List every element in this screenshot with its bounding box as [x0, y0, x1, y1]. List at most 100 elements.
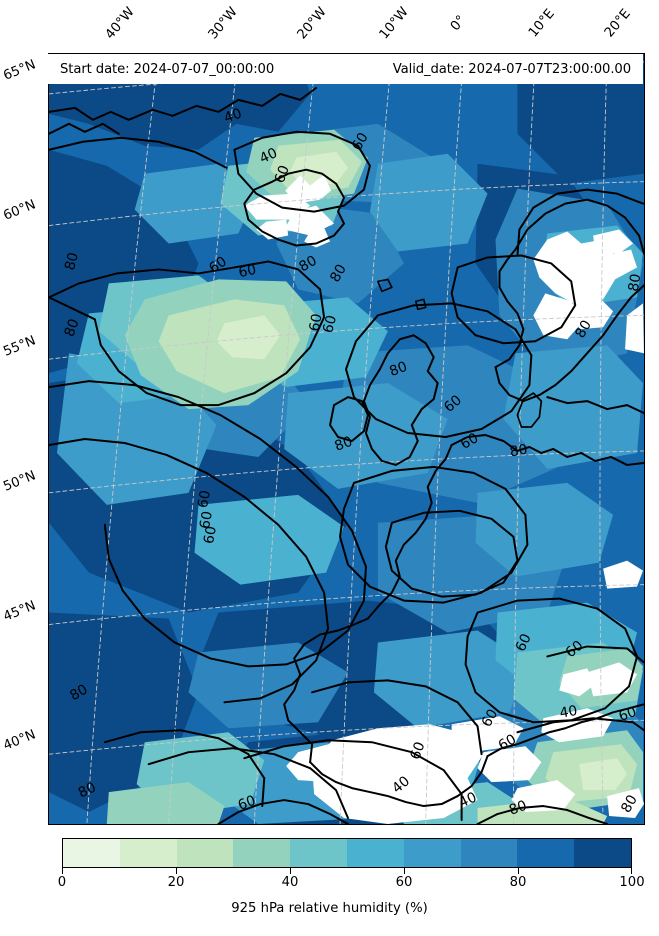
contour-line: [49, 314, 644, 360]
lon-tick-0deg: 0°: [447, 12, 470, 35]
contour-line: [311, 679, 483, 756]
contour-label-80: 80: [62, 251, 82, 272]
contour-line: [425, 54, 465, 824]
colorbar-ticks: 0 20 40 60 80 100: [58, 868, 645, 890]
contour-line: [516, 188, 644, 257]
contour-line: [49, 86, 318, 121]
colorbar-band-80-90: [517, 839, 575, 867]
contour-label-60: 60: [513, 631, 535, 654]
contour-label-60: 60: [320, 314, 340, 335]
rh-contour-band: [194, 494, 345, 585]
masked-terrain: [603, 560, 644, 589]
lat-tick-45degN: 45°N: [1, 598, 38, 625]
contour-label-60: 60: [201, 525, 220, 545]
contour-label-60: 60: [272, 163, 293, 185]
masked-iberia: [312, 724, 484, 824]
masked-norway: [533, 231, 638, 306]
rh-contour-band: [188, 642, 348, 729]
contour-line: [309, 755, 489, 808]
colorbar-tick-label: 100: [619, 875, 645, 890]
contour-label-80: 80: [333, 434, 355, 455]
masked-iberia: [451, 716, 524, 753]
masked-norway: [533, 293, 584, 340]
contour-label-60: 60: [407, 740, 428, 762]
contour-label-60: 60: [197, 510, 216, 530]
contour-label-60: 60: [307, 312, 326, 332]
title-strip: Start date: 2024-07-07_00:00:00 Valid_da…: [48, 54, 643, 84]
contour-line: [464, 597, 639, 724]
contour-line: [476, 805, 609, 824]
contour-label-40: 40: [222, 106, 244, 127]
contour-line: [486, 703, 644, 758]
colorbar-tick-label: 80: [509, 875, 527, 890]
colorbar[interactable]: [62, 838, 632, 868]
colorbar-tick-label: 0: [57, 875, 67, 890]
contour-line: [329, 396, 369, 442]
colorbar-band-30-40: [233, 839, 291, 867]
contour-line: [49, 380, 367, 668]
valid-date-label: Valid_date: 2024-07-07T23:00:00.00: [392, 61, 631, 77]
colorbar-tick-label: 40: [281, 875, 299, 890]
masked-iceland: [304, 227, 331, 248]
masked-norway: [573, 297, 614, 330]
contour-line: [49, 122, 120, 135]
contour-label-80: 80: [626, 273, 644, 293]
lat-tick-65degN: 65°N: [1, 57, 38, 84]
contour-label-80: 80: [387, 359, 409, 380]
colorbar-tick: [404, 868, 406, 874]
contour-line: [516, 392, 543, 428]
contour-label-40: 40: [257, 145, 280, 167]
map-axes[interactable]: 40 60 60 60 80 60 60 80 80 80 80 60 80 60 60 60 80 80 80 80…: [48, 53, 645, 825]
contour-line: [49, 181, 644, 227]
contour-label-60: 60: [349, 130, 372, 153]
colorbar-tick: [62, 868, 64, 874]
contour-label-80: 80: [618, 792, 641, 815]
contour-line: [384, 509, 519, 598]
colorbar-tick: [290, 868, 292, 874]
colorbar-band-0-10: [63, 839, 120, 867]
masked-iberia: [286, 742, 348, 783]
contour-line: [49, 136, 228, 169]
contour-line: [339, 54, 393, 824]
contour-line: [516, 717, 644, 734]
contour-line: [253, 54, 317, 824]
contour-label-60: 60: [236, 793, 258, 814]
start-date-label: Start date: 2024-07-07_00:00:00: [60, 61, 275, 77]
contour-line: [514, 198, 644, 255]
contour-line: [86, 54, 160, 824]
colorbar-band-50-60: [346, 839, 404, 867]
lon-tick-40degW: 40°W: [102, 4, 138, 43]
contour-line: [103, 729, 266, 808]
lat-tick-55degN: 55°N: [1, 333, 38, 360]
contour-label-80: 80: [572, 318, 595, 341]
rh-contour-band: [475, 482, 614, 577]
contour-label-80: 80: [507, 798, 529, 819]
masked-alps: [541, 708, 614, 743]
masked-alps: [559, 668, 596, 697]
contour-line: [546, 645, 644, 664]
lon-tick-30degW: 30°W: [205, 4, 241, 43]
contour-label-40: 40: [558, 703, 578, 722]
masked-terrain: [607, 788, 644, 819]
colorbar-tick-label: 20: [167, 875, 185, 890]
masked-iceland: [256, 219, 289, 240]
contour-line: [512, 54, 536, 824]
lat-tick-60degN: 60°N: [1, 197, 38, 224]
rh-contour-band: [579, 758, 628, 791]
contour-line: [49, 584, 644, 625]
contour-line: [49, 260, 326, 407]
contour-label-60: 60: [195, 489, 214, 509]
colorbar-title: 925 hPa relative humidity (%): [231, 901, 428, 916]
lat-tick-50degN: 50°N: [1, 468, 38, 495]
contour-line: [414, 298, 427, 311]
colorbar-band-20-30: [176, 839, 234, 867]
rh-contour-band: [284, 383, 448, 489]
rh-contour-band: [216, 315, 281, 360]
contour-label-60: 60: [458, 430, 481, 453]
rh-contour-band: [290, 151, 348, 186]
contour-line: [283, 617, 369, 764]
rh-contour-band: [517, 54, 644, 184]
rh-contour-band: [106, 782, 225, 824]
colorbar-tick: [518, 868, 520, 874]
